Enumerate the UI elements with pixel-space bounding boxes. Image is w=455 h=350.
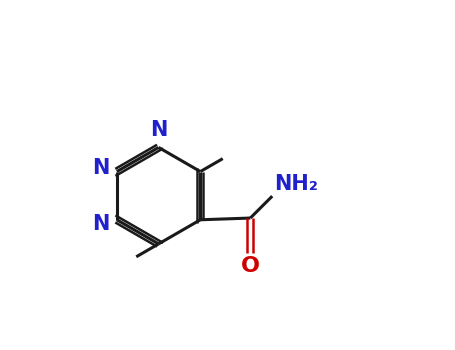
Text: NH₂: NH₂ — [274, 174, 318, 194]
Text: N: N — [92, 158, 109, 178]
Text: N: N — [150, 120, 167, 140]
Text: N: N — [92, 214, 109, 233]
Text: O: O — [241, 256, 260, 276]
